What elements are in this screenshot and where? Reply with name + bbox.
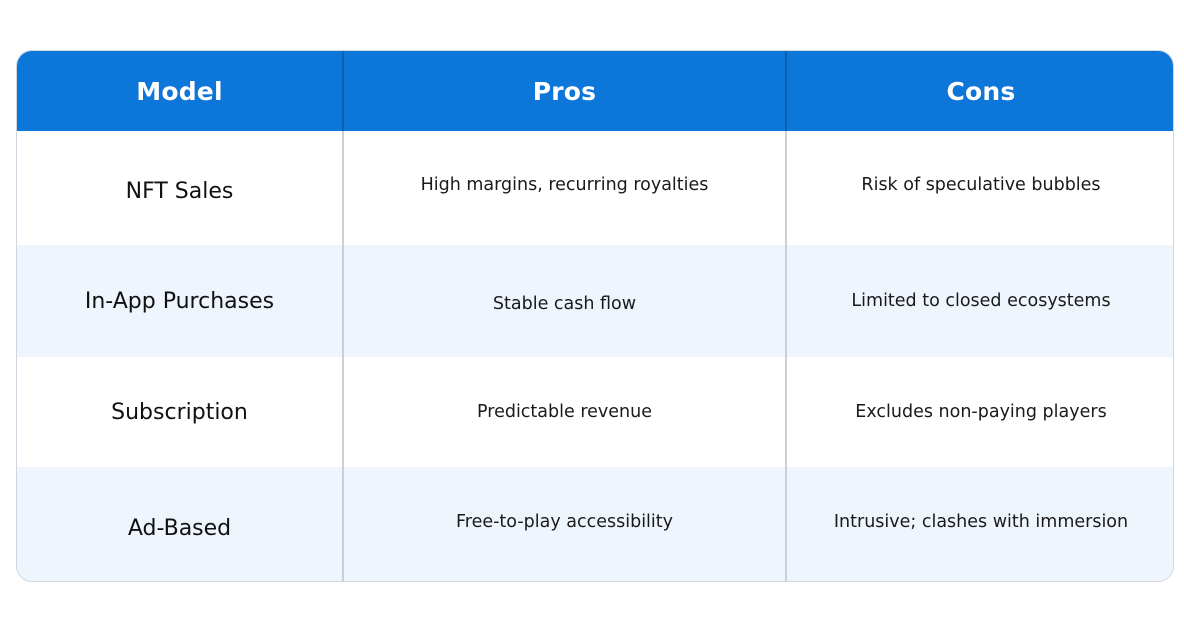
table-grid: Model Pros Cons NFT Sales High margins, … [17,51,1173,581]
row-nft-sales-cons: Risk of speculative bubbles [787,131,1173,245]
header-cons: Cons [787,51,1173,131]
row-ad-based-pros: Free-to-play accessibility [344,467,787,581]
header-pros: Pros [344,51,787,131]
row-ad-based-cons: Intrusive; clashes with immersion [787,467,1173,581]
row-nft-sales-model: NFT Sales [17,131,344,245]
row-subscription-model: Subscription [17,357,344,467]
row-ad-based-model: Ad-Based [17,467,344,581]
row-subscription-pros: Predictable revenue [344,357,787,467]
row-in-app-pros: Stable cash flow [344,245,787,357]
row-nft-sales-pros: High margins, recurring royalties [344,131,787,245]
row-in-app-cons: Limited to closed ecosystems [787,245,1173,357]
comparison-table: Model Pros Cons NFT Sales High margins, … [16,50,1174,582]
row-subscription-cons: Excludes non-paying players [787,357,1173,467]
row-in-app-model: In-App Purchases [17,245,344,357]
header-model: Model [17,51,344,131]
